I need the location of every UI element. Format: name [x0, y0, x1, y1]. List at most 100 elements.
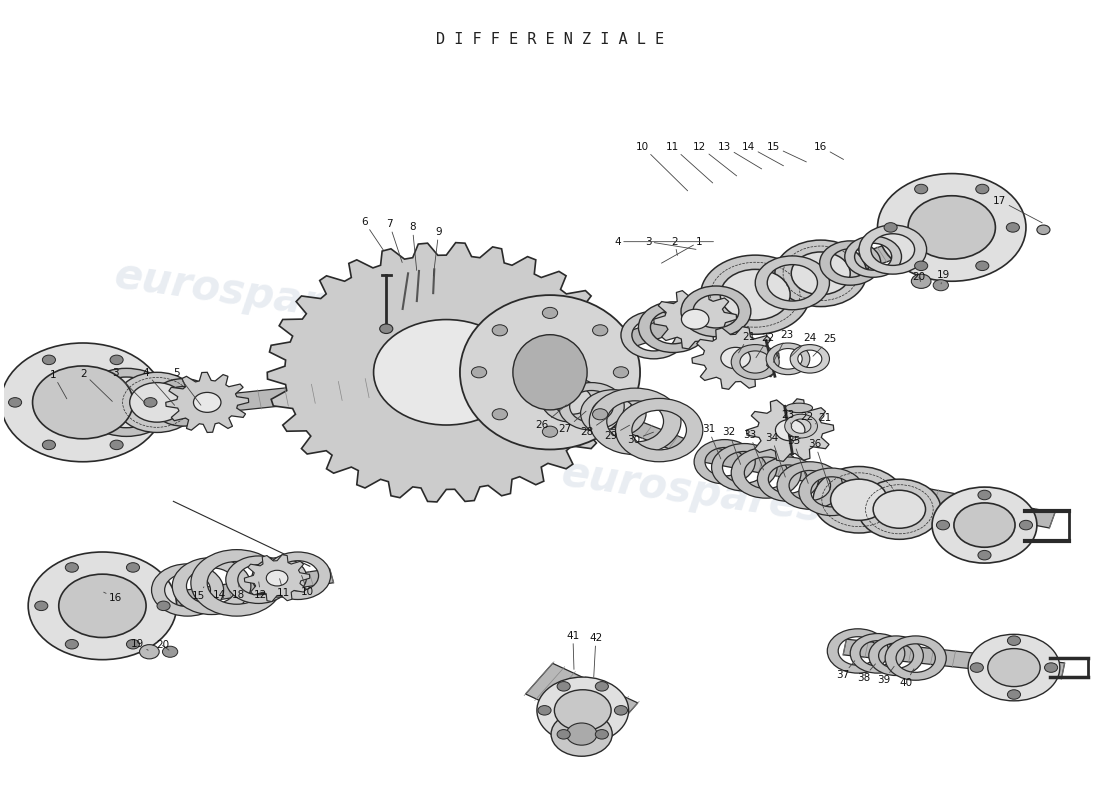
Circle shape [830, 479, 888, 520]
Text: 37: 37 [836, 661, 855, 681]
Text: 12: 12 [693, 142, 737, 176]
Circle shape [1037, 225, 1050, 234]
Wedge shape [638, 302, 708, 353]
Circle shape [978, 490, 991, 500]
Text: eurospares: eurospares [111, 254, 377, 332]
Circle shape [140, 645, 159, 659]
Circle shape [976, 261, 989, 270]
Text: 21: 21 [738, 332, 756, 353]
Circle shape [266, 570, 288, 586]
Circle shape [9, 398, 22, 407]
Circle shape [976, 184, 989, 194]
Wedge shape [820, 241, 881, 286]
Circle shape [537, 677, 628, 743]
Text: 16: 16 [103, 592, 122, 603]
Wedge shape [226, 556, 292, 603]
Text: 10: 10 [301, 575, 315, 597]
Text: 19: 19 [131, 639, 149, 650]
Text: 1: 1 [50, 370, 67, 398]
Circle shape [776, 419, 805, 441]
Circle shape [194, 393, 221, 412]
Text: 38: 38 [857, 664, 876, 683]
Circle shape [126, 562, 140, 572]
Wedge shape [694, 439, 756, 484]
Polygon shape [692, 326, 779, 390]
Circle shape [936, 520, 949, 530]
Text: 30: 30 [627, 432, 653, 445]
Text: 22: 22 [800, 412, 813, 425]
Text: 4: 4 [615, 237, 714, 246]
Circle shape [1008, 690, 1021, 699]
Circle shape [701, 255, 810, 334]
Text: 14: 14 [742, 142, 783, 166]
Text: 34: 34 [764, 433, 785, 477]
Text: 17: 17 [993, 195, 1042, 223]
Wedge shape [559, 382, 624, 430]
Text: 23: 23 [781, 410, 794, 426]
Circle shape [557, 682, 570, 691]
Circle shape [884, 222, 898, 232]
Wedge shape [616, 398, 703, 462]
Text: 10: 10 [636, 142, 688, 191]
Circle shape [791, 252, 850, 294]
Wedge shape [581, 390, 646, 438]
Wedge shape [777, 462, 843, 510]
Text: 26: 26 [536, 405, 566, 430]
Circle shape [58, 574, 146, 638]
Circle shape [110, 355, 123, 365]
Circle shape [1006, 222, 1020, 232]
Circle shape [163, 646, 178, 658]
Text: res: res [844, 473, 901, 509]
Wedge shape [886, 636, 946, 680]
Wedge shape [732, 447, 801, 498]
Circle shape [681, 310, 708, 330]
Polygon shape [551, 390, 691, 454]
Circle shape [33, 366, 133, 438]
Wedge shape [790, 345, 829, 373]
Circle shape [566, 723, 597, 745]
Wedge shape [152, 564, 223, 616]
Circle shape [978, 550, 991, 560]
Circle shape [157, 601, 170, 610]
Wedge shape [252, 558, 307, 597]
Polygon shape [244, 554, 310, 602]
Text: 9: 9 [433, 227, 442, 276]
Text: res: res [396, 275, 453, 311]
Polygon shape [700, 446, 1055, 528]
Text: 36: 36 [808, 439, 830, 490]
Text: 29: 29 [605, 426, 629, 441]
Text: 19: 19 [936, 270, 949, 284]
Circle shape [116, 372, 198, 433]
Wedge shape [712, 443, 777, 491]
Polygon shape [177, 360, 558, 417]
Text: 41: 41 [566, 631, 580, 670]
Circle shape [813, 466, 905, 533]
Text: 12: 12 [254, 582, 267, 600]
Text: eurospares: eurospares [559, 452, 825, 530]
Text: 18: 18 [232, 583, 245, 600]
Text: 2: 2 [80, 369, 112, 402]
Text: 5: 5 [174, 368, 201, 406]
Text: 28: 28 [581, 418, 608, 437]
Text: 3: 3 [112, 368, 145, 403]
Wedge shape [784, 414, 817, 438]
Wedge shape [681, 286, 751, 337]
Wedge shape [590, 388, 681, 454]
Circle shape [379, 324, 393, 334]
Circle shape [909, 196, 996, 259]
Circle shape [932, 487, 1037, 563]
Circle shape [595, 682, 608, 691]
Text: 7: 7 [386, 219, 403, 262]
Text: 31: 31 [702, 424, 721, 459]
Polygon shape [605, 212, 991, 354]
Text: 42: 42 [590, 634, 603, 678]
Circle shape [615, 706, 627, 715]
Circle shape [914, 184, 927, 194]
Wedge shape [79, 368, 174, 437]
Circle shape [774, 240, 867, 306]
Circle shape [65, 639, 78, 649]
Circle shape [595, 730, 608, 739]
Text: 21: 21 [815, 414, 832, 424]
Circle shape [144, 398, 157, 407]
Text: 3: 3 [645, 237, 696, 250]
